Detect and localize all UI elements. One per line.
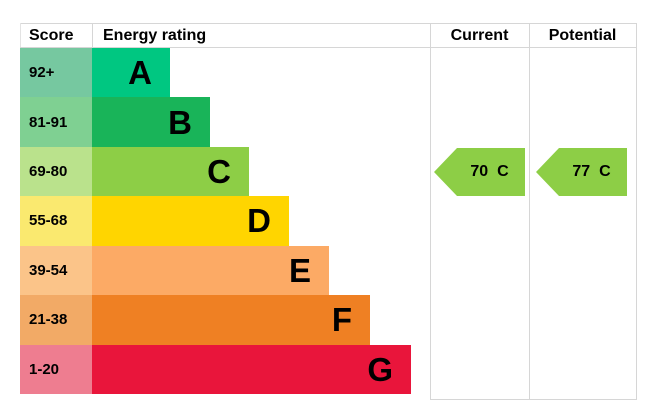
potential-value: 77	[572, 163, 591, 180]
header-score: Score	[29, 26, 74, 44]
band-bar: C	[92, 146, 249, 197]
band-row: 55-68 D	[20, 196, 430, 246]
band-row: 1-20 G	[20, 344, 430, 394]
band-score: 21-38	[20, 295, 92, 345]
column-divider-rating-current	[430, 23, 431, 400]
band-letter: B	[168, 103, 192, 141]
band-row: 69-80 C	[20, 146, 430, 197]
header-bottom-border	[20, 47, 637, 48]
band-bar: F	[92, 295, 370, 345]
band-bar: D	[92, 196, 289, 246]
current-marker: 70 C	[434, 148, 525, 196]
rating-scale: 92+ A 81-91 B 69-80 C 55-68 D 39-54 E 21…	[20, 48, 430, 394]
column-divider-score-rating	[92, 24, 93, 47]
band-bar: B	[92, 97, 210, 147]
band-score: 92+	[20, 48, 92, 98]
header-potential: Potential	[548, 26, 617, 44]
band-row: 21-38 F	[20, 295, 430, 345]
band-letter: G	[367, 350, 393, 388]
band-row: 39-54 E	[20, 245, 430, 296]
band-letter: F	[331, 301, 352, 339]
band-score: 39-54	[20, 245, 92, 296]
band-row: 92+ A	[20, 48, 430, 98]
band-score: 55-68	[20, 196, 92, 246]
band-score: 1-20	[20, 344, 92, 394]
band-letter: C	[207, 153, 231, 191]
band-bar: G	[92, 344, 411, 394]
potential-marker: 77 C	[536, 148, 627, 196]
band-letter: D	[247, 202, 271, 240]
table-bottom-border	[430, 399, 637, 400]
header-current: Current	[450, 26, 509, 44]
header-left-border	[20, 23, 21, 47]
epc-rating-chart: Score Energy rating Current Potential 92…	[20, 23, 637, 400]
potential-band-letter: C	[599, 163, 611, 180]
header-energy-rating: Energy rating	[103, 26, 207, 44]
column-divider-current-potential	[529, 23, 530, 400]
band-letter: E	[288, 251, 311, 289]
band-bar: A	[92, 48, 170, 98]
band-score: 69-80	[20, 146, 92, 197]
band-letter: A	[128, 54, 152, 92]
current-value: 70	[470, 163, 489, 180]
band-bar: E	[92, 245, 329, 296]
table-top-border	[20, 23, 637, 24]
current-band-letter: C	[497, 163, 509, 180]
table-right-border	[636, 23, 637, 400]
band-row: 81-91 B	[20, 97, 430, 147]
band-score: 81-91	[20, 97, 92, 147]
